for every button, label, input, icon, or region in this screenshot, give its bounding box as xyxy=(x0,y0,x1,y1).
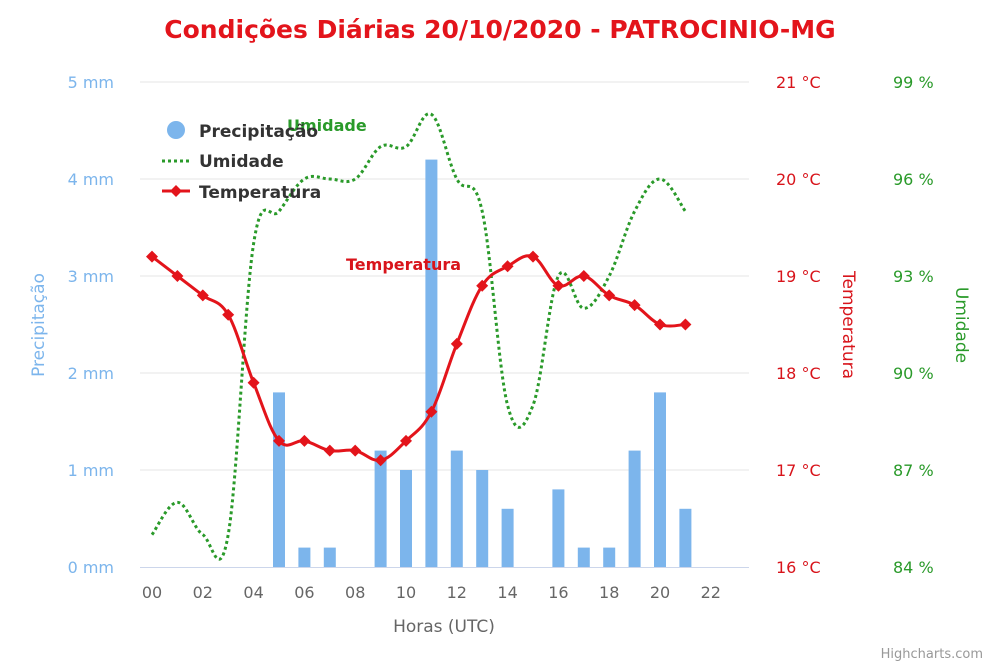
x-tick-label: 12 xyxy=(447,583,467,602)
chart-title: Condições Diárias 20/10/2020 - PATROCINI… xyxy=(164,15,835,44)
x-tick-label: 18 xyxy=(599,583,619,602)
temperature-line xyxy=(151,254,686,462)
precipitation-bar[interactable] xyxy=(323,547,336,567)
y-tick-label: 5 mm xyxy=(68,73,114,92)
y-tick-label: 99 % xyxy=(893,73,934,92)
y-tick-label: 19 °C xyxy=(776,267,821,286)
y-axis-humidity-ticks: 84 % 87 % 90 % 93 % 96 % 99 % xyxy=(893,73,934,577)
temperature-marker-diamond-icon[interactable] xyxy=(196,289,209,302)
credits-link[interactable]: Highcharts.com xyxy=(881,647,983,662)
temperature-marker-diamond-icon[interactable] xyxy=(527,250,539,263)
precipitation-bar[interactable] xyxy=(400,470,412,567)
y-tick-label: 1 mm xyxy=(68,461,114,480)
precipitation-bar[interactable] xyxy=(654,392,666,567)
temperature-marker-diamond-icon[interactable] xyxy=(501,260,514,273)
y-tick-label: 84 % xyxy=(893,558,934,577)
x-tick-label: 06 xyxy=(294,583,314,602)
y-tick-label: 21 °C xyxy=(776,73,821,92)
y-tick-label: 17 °C xyxy=(776,461,821,480)
precipitation-bar[interactable] xyxy=(374,450,387,567)
temperature-marker-diamond-icon[interactable] xyxy=(400,434,412,447)
x-tick-label: 20 xyxy=(650,583,670,602)
temperature-series-label: Temperatura xyxy=(346,255,461,274)
humidity-series-label: Umidade xyxy=(287,116,367,135)
x-axis-title: Horas (UTC) xyxy=(393,617,495,637)
temperature-marker-diamond-icon[interactable] xyxy=(603,289,616,302)
temperature-marker-diamond-icon[interactable] xyxy=(577,270,590,282)
y-axis-humidity-title: Umidade xyxy=(951,287,971,363)
precipitation-bar[interactable] xyxy=(425,159,438,567)
temperature-marker-diamond-icon[interactable] xyxy=(323,444,336,457)
y-tick-label: 3 mm xyxy=(68,267,114,286)
legend-item-precipitacao[interactable]: Precipitação xyxy=(167,121,318,142)
y-tick-label: 18 °C xyxy=(776,364,821,383)
legend-item-temperatura[interactable]: Temperatura xyxy=(162,183,321,203)
temperature-marker-diamond-icon[interactable] xyxy=(146,250,158,263)
grid-lines xyxy=(140,81,749,471)
legend-diamond-icon xyxy=(170,185,182,197)
y-axis-precipitation-title: Precipitação xyxy=(29,273,49,377)
temperature-marker-diamond-icon[interactable] xyxy=(552,279,565,292)
temperature-marker-diamond-icon[interactable] xyxy=(425,405,438,418)
legend-label: Umidade xyxy=(199,152,284,172)
y-axis-temperature-title: Temperatura xyxy=(838,270,858,379)
legend-label: Precipitação xyxy=(199,122,318,142)
precipitation-bar[interactable] xyxy=(577,547,590,567)
temperature-marker-diamond-icon[interactable] xyxy=(374,454,387,467)
precipitation-bar[interactable] xyxy=(628,450,641,567)
x-tick-label: 02 xyxy=(193,583,213,602)
legend-label: Temperatura xyxy=(199,183,321,203)
temperature-marker-diamond-icon[interactable] xyxy=(273,434,285,447)
temperature-marker-diamond-icon[interactable] xyxy=(349,444,362,457)
temperature-marker-diamond-icon[interactable] xyxy=(298,434,311,447)
y-tick-label: 2 mm xyxy=(68,364,114,383)
temperature-marker-diamond-icon[interactable] xyxy=(247,376,260,389)
x-tick-label: 16 xyxy=(548,583,568,602)
precipitation-bar[interactable] xyxy=(679,508,692,567)
y-tick-label: 16 °C xyxy=(776,558,821,577)
y-axis-precipitation-ticks: 0 mm 1 mm 2 mm 3 mm 4 mm 5 mm xyxy=(68,73,114,577)
temperature-marker-diamond-icon[interactable] xyxy=(679,318,692,331)
precipitation-bar[interactable] xyxy=(476,470,489,567)
x-tick-label: 22 xyxy=(701,583,721,602)
x-tick-label: 00 xyxy=(142,583,162,602)
x-tick-label: 04 xyxy=(243,583,263,602)
legend-circle-icon xyxy=(167,121,185,139)
x-tick-label: 14 xyxy=(497,583,517,602)
precipitation-bars xyxy=(273,159,692,567)
y-tick-label: 20 °C xyxy=(776,170,821,189)
precipitation-bar[interactable] xyxy=(450,450,463,567)
x-tick-label: 10 xyxy=(396,583,416,602)
temperature-marker-diamond-icon[interactable] xyxy=(450,337,463,350)
y-tick-label: 93 % xyxy=(893,267,934,286)
legend-item-umidade[interactable]: Umidade xyxy=(162,152,284,172)
temperature-marker-diamond-icon[interactable] xyxy=(222,308,235,321)
temperature-marker-diamond-icon[interactable] xyxy=(654,318,666,331)
y-tick-label: 90 % xyxy=(893,364,934,383)
temperature-marker-diamond-icon[interactable] xyxy=(171,270,184,282)
precipitation-bar[interactable] xyxy=(298,547,311,567)
precipitation-bar[interactable] xyxy=(501,508,514,567)
y-tick-label: 4 mm xyxy=(68,170,114,189)
precipitation-bar[interactable] xyxy=(273,392,285,567)
y-axis-temperature-ticks: 16 °C 17 °C 18 °C 19 °C 20 °C 21 °C xyxy=(776,73,821,577)
x-tick-label: 08 xyxy=(345,583,365,602)
y-tick-label: 96 % xyxy=(893,170,934,189)
legend: Precipitação Umidade Temperatura xyxy=(162,121,321,203)
humidity-line xyxy=(150,112,687,561)
temperature-markers xyxy=(146,250,692,467)
temperature-marker-diamond-icon[interactable] xyxy=(476,279,489,292)
x-axis-ticks: 00 02 04 06 08 10 12 14 16 18 20 22 xyxy=(142,583,721,602)
precipitation-bar[interactable] xyxy=(603,547,616,567)
precipitation-bar[interactable] xyxy=(552,489,565,567)
temperature-marker-diamond-icon[interactable] xyxy=(628,299,641,312)
y-tick-label: 87 % xyxy=(893,461,934,480)
y-tick-label: 0 mm xyxy=(68,558,114,577)
